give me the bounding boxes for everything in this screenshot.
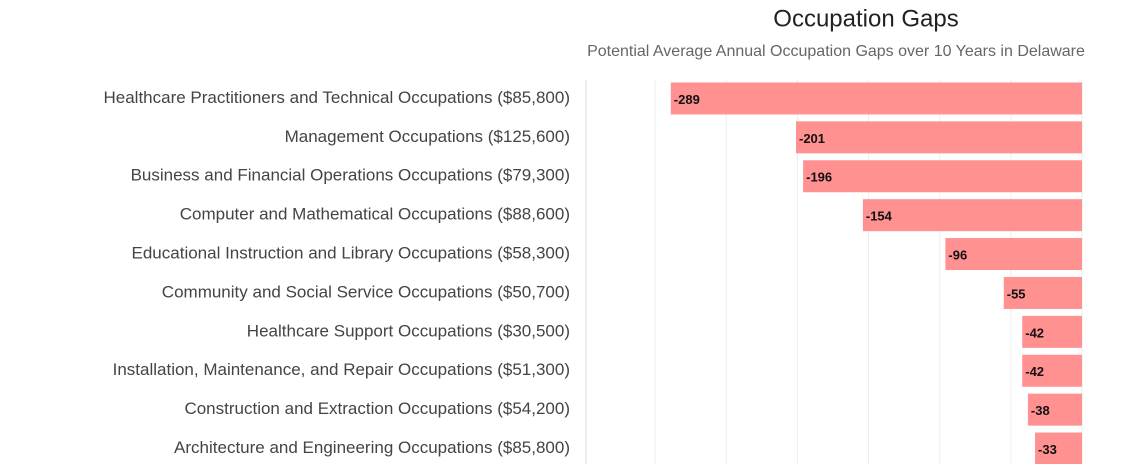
- y-tick-label: Management Occupations ($125,600): [285, 127, 570, 146]
- y-tick-label: Architecture and Engineering Occupations…: [174, 438, 570, 457]
- chart-title: Occupation Gaps: [773, 5, 958, 32]
- bar: [670, 82, 1082, 115]
- value-label: -154: [866, 209, 893, 224]
- value-label: -42: [1025, 325, 1044, 340]
- bar: [862, 199, 1082, 232]
- y-tick-label: Computer and Mathematical Occupations ($…: [180, 205, 570, 224]
- bar: [945, 238, 1082, 271]
- value-label: -96: [948, 247, 967, 262]
- value-label: -201: [799, 131, 825, 146]
- value-label: -33: [1038, 442, 1057, 457]
- value-label: -38: [1031, 403, 1050, 418]
- y-tick-label: Community and Social Service Occupations…: [162, 282, 570, 301]
- y-tick-label: Educational Instruction and Library Occu…: [132, 244, 570, 263]
- y-tick-label: Installation, Maintenance, and Repair Oc…: [113, 360, 570, 379]
- value-label: -196: [806, 170, 832, 185]
- y-tick-label: Construction and Extraction Occupations …: [184, 399, 570, 418]
- value-label: -289: [674, 92, 700, 107]
- bar: [796, 121, 1082, 154]
- y-tick-label: Healthcare Practitioners and Technical O…: [103, 88, 570, 107]
- value-label: -42: [1025, 364, 1044, 379]
- bar: [1022, 354, 1082, 387]
- bar: [1035, 432, 1082, 464]
- bar: [803, 160, 1082, 193]
- bar: [1027, 393, 1082, 426]
- y-tick-label: Business and Financial Operations Occupa…: [131, 166, 570, 185]
- value-label: -55: [1007, 286, 1026, 301]
- chart-subtitle: Potential Average Annual Occupation Gaps…: [587, 43, 1085, 60]
- y-tick-label: Healthcare Support Occupations ($30,500): [247, 321, 570, 340]
- bar: [1022, 315, 1082, 348]
- bar: [1003, 276, 1082, 309]
